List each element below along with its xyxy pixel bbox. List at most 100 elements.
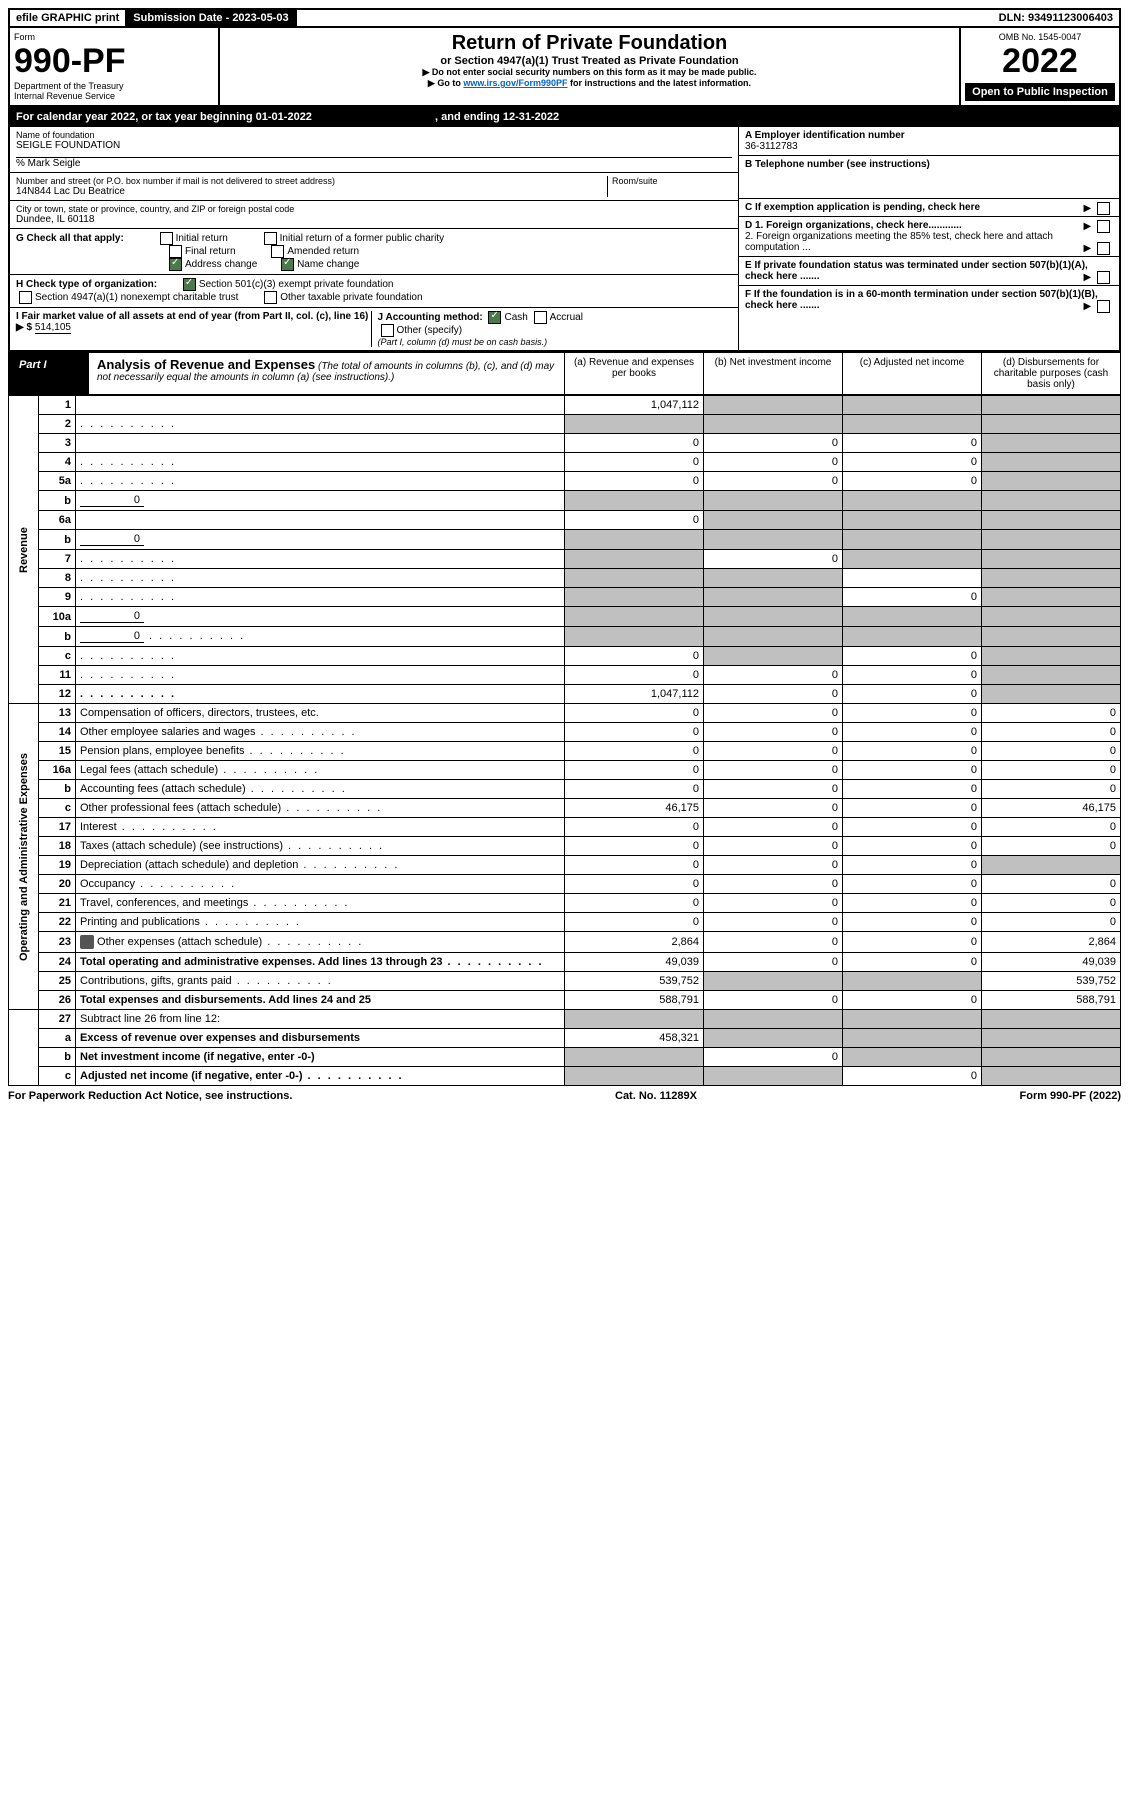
c-label: C If exemption application is pending, c… bbox=[745, 202, 980, 213]
part1-desc: Analysis of Revenue and Expenses (The to… bbox=[89, 353, 564, 394]
dln-label: DLN: 93491123006403 bbox=[297, 10, 1119, 26]
city-cell: City or town, state or province, country… bbox=[10, 201, 738, 229]
c-cell: C If exemption application is pending, c… bbox=[739, 199, 1119, 217]
room-label: Room/suite bbox=[612, 176, 732, 186]
ck-d1[interactable] bbox=[1097, 220, 1110, 233]
ck-name[interactable] bbox=[281, 258, 294, 271]
form-subtitle: or Section 4947(a)(1) Trust Treated as P… bbox=[228, 55, 951, 67]
ck-other-tax[interactable] bbox=[264, 291, 277, 304]
line-desc: Compensation of officers, directors, tru… bbox=[76, 704, 565, 723]
ck-initial-former[interactable] bbox=[264, 232, 277, 245]
line-desc: Pension plans, employee benefits bbox=[76, 742, 565, 761]
table-row: cOther professional fees (attach schedul… bbox=[9, 799, 1121, 818]
opt-final: Final return bbox=[185, 246, 236, 257]
line-desc: Travel, conferences, and meetings bbox=[76, 894, 565, 913]
table-row: 24Total operating and administrative exp… bbox=[9, 953, 1121, 972]
dept-line2: Internal Revenue Service bbox=[14, 91, 214, 101]
line-desc: Depreciation (attach schedule) and deple… bbox=[76, 856, 565, 875]
line-desc: 0 bbox=[76, 627, 565, 647]
ck-c[interactable] bbox=[1097, 202, 1110, 215]
dept-line1: Department of the Treasury bbox=[14, 81, 214, 91]
efile-label: efile GRAPHIC print bbox=[10, 10, 127, 26]
ck-other-method[interactable] bbox=[381, 324, 394, 337]
name-cell: Name of foundation SEIGLE FOUNDATION % M… bbox=[10, 127, 738, 173]
table-row: b 0 bbox=[9, 530, 1121, 550]
line-desc: Net investment income (if negative, ente… bbox=[76, 1048, 565, 1067]
line-desc: Other professional fees (attach schedule… bbox=[76, 799, 565, 818]
instructions-link[interactable]: www.irs.gov/Form990PF bbox=[463, 78, 567, 88]
table-row: 4000 bbox=[9, 453, 1121, 472]
line-desc: Contributions, gifts, grants paid bbox=[76, 972, 565, 991]
table-row: 22Printing and publications0000 bbox=[9, 913, 1121, 932]
table-row: 18Taxes (attach schedule) (see instructi… bbox=[9, 837, 1121, 856]
form-note2: ▶ Go to www.irs.gov/Form990PF for instru… bbox=[228, 78, 951, 89]
street-cell: Number and street (or P.O. box number if… bbox=[10, 173, 738, 201]
foundation-name: SEIGLE FOUNDATION bbox=[16, 140, 732, 151]
line-desc bbox=[76, 472, 565, 491]
ck-cash[interactable] bbox=[488, 311, 501, 324]
ck-d2[interactable] bbox=[1097, 242, 1110, 255]
opt-amended: Amended return bbox=[287, 246, 359, 257]
table-row: 14Other employee salaries and wages0000 bbox=[9, 723, 1121, 742]
opt-initial-former: Initial return of a former public charit… bbox=[280, 233, 445, 244]
line-desc: 0 bbox=[76, 491, 565, 511]
col-c-header: (c) Adjusted net income bbox=[842, 353, 981, 394]
h-check: H Check type of organization: Section 50… bbox=[10, 275, 738, 308]
table-row: 3000 bbox=[9, 434, 1121, 453]
line-desc: Taxes (attach schedule) (see instruction… bbox=[76, 837, 565, 856]
table-row: 10a 0 bbox=[9, 607, 1121, 627]
period-begin: 01-01-2022 bbox=[256, 111, 312, 123]
attachment-icon[interactable] bbox=[80, 935, 94, 949]
b-label: B Telephone number (see instructions) bbox=[745, 159, 1113, 170]
form-note1: ▶ Do not enter social security numbers o… bbox=[228, 67, 951, 78]
table-row: 16aLegal fees (attach schedule)0000 bbox=[9, 761, 1121, 780]
page-footer: For Paperwork Reduction Act Notice, see … bbox=[8, 1086, 1121, 1102]
i-j-row: I Fair market value of all assets at end… bbox=[10, 308, 738, 350]
table-row: 8 bbox=[9, 569, 1121, 588]
table-row: 70 bbox=[9, 550, 1121, 569]
care-of: % Mark Seigle bbox=[16, 157, 732, 169]
opt-4947: Section 4947(a)(1) nonexempt charitable … bbox=[35, 292, 238, 303]
line-desc: 0 bbox=[76, 607, 565, 627]
line-desc: Occupancy bbox=[76, 875, 565, 894]
line-desc bbox=[76, 666, 565, 685]
period-prefix: For calendar year 2022, or tax year begi… bbox=[16, 111, 256, 123]
ck-accrual[interactable] bbox=[534, 311, 547, 324]
period-end: 12-31-2022 bbox=[503, 111, 559, 123]
table-row: aExcess of revenue over expenses and dis… bbox=[9, 1029, 1121, 1048]
opt-cash: Cash bbox=[504, 312, 527, 323]
b-cell: B Telephone number (see instructions) bbox=[739, 156, 1119, 199]
table-row: 21Travel, conferences, and meetings0000 bbox=[9, 894, 1121, 913]
opt-501c3: Section 501(c)(3) exempt private foundat… bbox=[199, 279, 394, 290]
ck-501c3[interactable] bbox=[183, 278, 196, 291]
top-bar: efile GRAPHIC print Submission Date - 20… bbox=[8, 8, 1121, 28]
tax-year: 2022 bbox=[965, 42, 1115, 81]
part1-header: Part I Analysis of Revenue and Expenses … bbox=[8, 352, 1121, 395]
opt-initial: Initial return bbox=[176, 233, 228, 244]
table-row: 15Pension plans, employee benefits0000 bbox=[9, 742, 1121, 761]
ck-4947[interactable] bbox=[19, 291, 32, 304]
line-desc: 0 bbox=[76, 530, 565, 550]
line-desc bbox=[76, 588, 565, 607]
table-row: 121,047,11200 bbox=[9, 685, 1121, 704]
line-desc bbox=[76, 453, 565, 472]
a-label: A Employer identification number bbox=[745, 130, 1113, 141]
city-label: City or town, state or province, country… bbox=[16, 204, 732, 214]
opt-name: Name change bbox=[297, 259, 359, 270]
h-label: H Check type of organization: bbox=[16, 279, 157, 290]
ck-initial[interactable] bbox=[160, 232, 173, 245]
period-mid: , and ending bbox=[435, 111, 503, 123]
line-desc: Interest bbox=[76, 818, 565, 837]
note2-prefix: ▶ Go to bbox=[428, 78, 463, 88]
table-row: 23 Other expenses (attach schedule)2,864… bbox=[9, 932, 1121, 953]
d-cell: D 1. Foreign organizations, check here..… bbox=[739, 217, 1119, 257]
line-desc bbox=[76, 434, 565, 453]
ck-f[interactable] bbox=[1097, 300, 1110, 313]
ck-address[interactable] bbox=[169, 258, 182, 271]
ck-e[interactable] bbox=[1097, 271, 1110, 284]
table-row: 6a0 bbox=[9, 511, 1121, 530]
header-right: OMB No. 1545-0047 2022 Open to Public In… bbox=[961, 28, 1119, 105]
line-desc: Other employee salaries and wages bbox=[76, 723, 565, 742]
form-number: 990-PF bbox=[14, 42, 214, 81]
table-row: cAdjusted net income (if negative, enter… bbox=[9, 1067, 1121, 1086]
